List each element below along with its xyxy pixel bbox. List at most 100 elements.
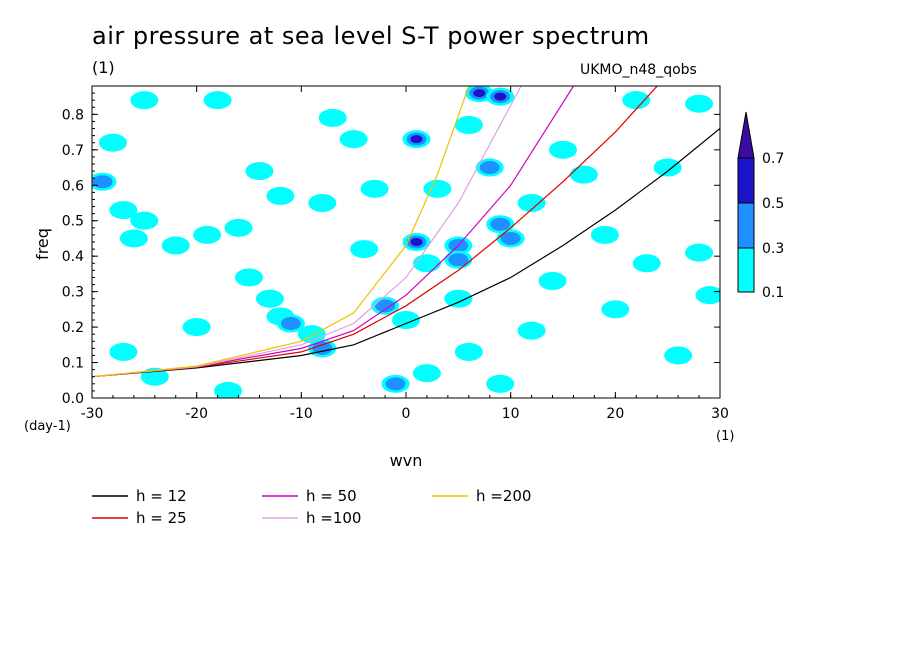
contour-blob	[490, 217, 511, 231]
y-unit-label: (day-1)	[24, 419, 71, 434]
legend-label: h =100	[306, 509, 361, 527]
contour-blob	[664, 346, 693, 365]
contour-blob	[500, 231, 521, 245]
colorbar-label: 0.3	[762, 241, 784, 257]
colorbar-label: 0.7	[762, 151, 784, 167]
contour-blob	[339, 130, 368, 149]
x-unit-label: (1)	[716, 429, 734, 444]
x-tick-label: 10	[502, 406, 520, 422]
chart-title: air pressure at sea level S-T power spec…	[92, 22, 650, 50]
contour-blob	[375, 299, 396, 313]
contour-blob	[486, 374, 515, 393]
contour-blob	[498, 95, 503, 99]
contour-blob	[479, 161, 500, 175]
contour-blob	[385, 377, 406, 391]
series-line	[92, 86, 522, 378]
contour-blob	[130, 91, 159, 110]
contour-blob	[109, 201, 138, 220]
colorbar-segment	[737, 157, 755, 204]
contour-blob	[412, 364, 441, 383]
contour-blob	[590, 225, 619, 244]
contour-blob	[473, 89, 486, 98]
contour-blob	[538, 272, 567, 290]
series-line	[92, 128, 720, 378]
source-label: UKMO_n48_qobs	[580, 62, 697, 78]
x-tick-label: 30	[711, 406, 729, 422]
contour-blob	[410, 238, 423, 246]
contour-blob	[517, 194, 546, 212]
legend-label: h = 25	[136, 509, 187, 527]
contour-blob	[601, 300, 630, 319]
legend-label: h = 12	[136, 487, 187, 505]
contour-blob	[308, 194, 337, 212]
contour-blob	[695, 286, 720, 305]
series-line	[92, 86, 470, 378]
contour-blob	[119, 229, 148, 248]
colorbar-label: 0.5	[762, 196, 784, 212]
contour-blob	[392, 311, 420, 329]
contour-blob	[203, 91, 232, 110]
contour-blob	[685, 243, 714, 262]
legend-label: h =200	[476, 487, 531, 505]
y-tick-label: 0.0	[62, 391, 84, 407]
x-tick-label: -20	[185, 406, 208, 422]
units-label: (1)	[92, 58, 115, 77]
x-axis-label: wvn	[390, 451, 423, 470]
contour-blob	[448, 253, 469, 267]
contour-blob	[350, 240, 379, 259]
contour-blob	[632, 254, 661, 273]
contour-blob	[297, 325, 326, 344]
contour-blob	[412, 254, 441, 273]
contour-blob	[312, 341, 333, 355]
y-tick-label: 0.5	[62, 214, 84, 230]
x-tick-label: 0	[402, 406, 411, 422]
y-tick-label: 0.4	[62, 249, 84, 265]
contour-blob	[255, 289, 284, 308]
contour-blob	[98, 133, 127, 152]
contour-blob	[130, 211, 159, 230]
x-tick-label: -30	[81, 406, 104, 422]
contour-blob	[653, 158, 682, 177]
y-tick-label: 0.1	[62, 356, 84, 372]
contour-blob	[92, 175, 113, 189]
y-tick-label: 0.7	[62, 143, 84, 159]
contour-blob	[266, 186, 295, 205]
colorbar-segment	[737, 247, 755, 293]
contour-blob	[444, 289, 473, 308]
y-tick-label: 0.2	[62, 320, 84, 336]
contour-blob	[224, 218, 253, 237]
contour-blob	[454, 342, 483, 361]
x-tick-label: -10	[290, 406, 313, 422]
contour-blob	[549, 140, 577, 159]
legend: h = 12 h = 25 h = 50 h =100 h =200	[92, 487, 531, 527]
contour-blob	[161, 236, 190, 255]
contour-blob	[214, 381, 243, 398]
contour-blob	[517, 321, 546, 340]
contour-blob	[193, 225, 222, 244]
colorbar: 0.1 0.3 0.5 0.7	[737, 111, 784, 301]
contour-blob	[685, 94, 714, 113]
contour-blob	[182, 318, 211, 337]
contour-blob	[360, 179, 389, 198]
contour-blob	[109, 342, 138, 361]
contour-blob	[410, 135, 423, 144]
contour-blob	[454, 116, 483, 134]
colorbar-arrow	[737, 111, 755, 159]
y-tick-label: 0.3	[62, 285, 84, 301]
legend-label: h = 50	[306, 487, 357, 505]
contour-blob	[245, 162, 274, 181]
colorbar-segment	[737, 202, 755, 249]
y-axis-label: freq	[33, 228, 52, 260]
colorbar-label: 0.1	[762, 285, 784, 301]
contour-blob	[280, 317, 301, 331]
contour-blob	[569, 165, 598, 184]
contour-blob	[318, 108, 347, 127]
contour-blob	[423, 179, 452, 198]
x-tick-label: 20	[606, 406, 624, 422]
y-tick-label: 0.8	[62, 107, 84, 123]
series-line	[92, 86, 658, 378]
contour-blob	[235, 268, 263, 287]
contour-blob	[622, 91, 651, 110]
